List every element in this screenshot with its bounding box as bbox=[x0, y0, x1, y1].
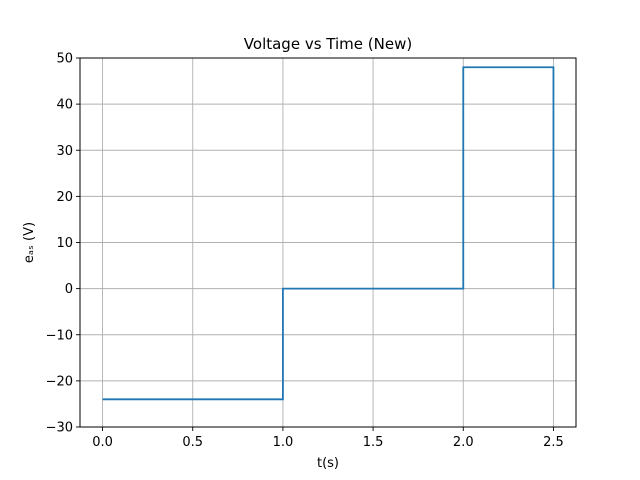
y-tick-label: 50 bbox=[56, 52, 73, 67]
series-layer bbox=[102, 66, 555, 401]
x-tick-label: 2.0 bbox=[453, 435, 474, 450]
series-line-0 bbox=[102, 66, 555, 401]
x-tick-label: 0.0 bbox=[92, 435, 113, 450]
y-tick-label: 30 bbox=[56, 144, 73, 159]
y-tick-label: 0 bbox=[65, 282, 73, 297]
y-tick-label: −30 bbox=[46, 421, 73, 436]
x-axis-ticks: 0.0 0.5 1.0 1.5 2.0 2.5 bbox=[92, 427, 564, 450]
x-tick-label: 1.0 bbox=[273, 435, 294, 450]
x-tick-label: 0.5 bbox=[182, 435, 203, 450]
x-axis-label: t(s) bbox=[317, 456, 339, 471]
y-axis-ticks: −30 −20 −10 0 10 20 30 40 50 bbox=[46, 52, 80, 436]
x-tick-label: 1.5 bbox=[363, 435, 384, 450]
grid bbox=[80, 57, 576, 428]
y-tick-label: 40 bbox=[56, 98, 73, 113]
y-tick-label: −20 bbox=[46, 374, 73, 389]
y-tick-label: −10 bbox=[46, 328, 73, 343]
y-axis-label: eₐₛ (V) bbox=[22, 222, 37, 263]
y-tick-label: 10 bbox=[56, 236, 73, 251]
chart-title: Voltage vs Time (New) bbox=[244, 35, 412, 53]
y-tick-label: 20 bbox=[56, 190, 73, 205]
x-tick-label: 2.5 bbox=[543, 435, 564, 450]
